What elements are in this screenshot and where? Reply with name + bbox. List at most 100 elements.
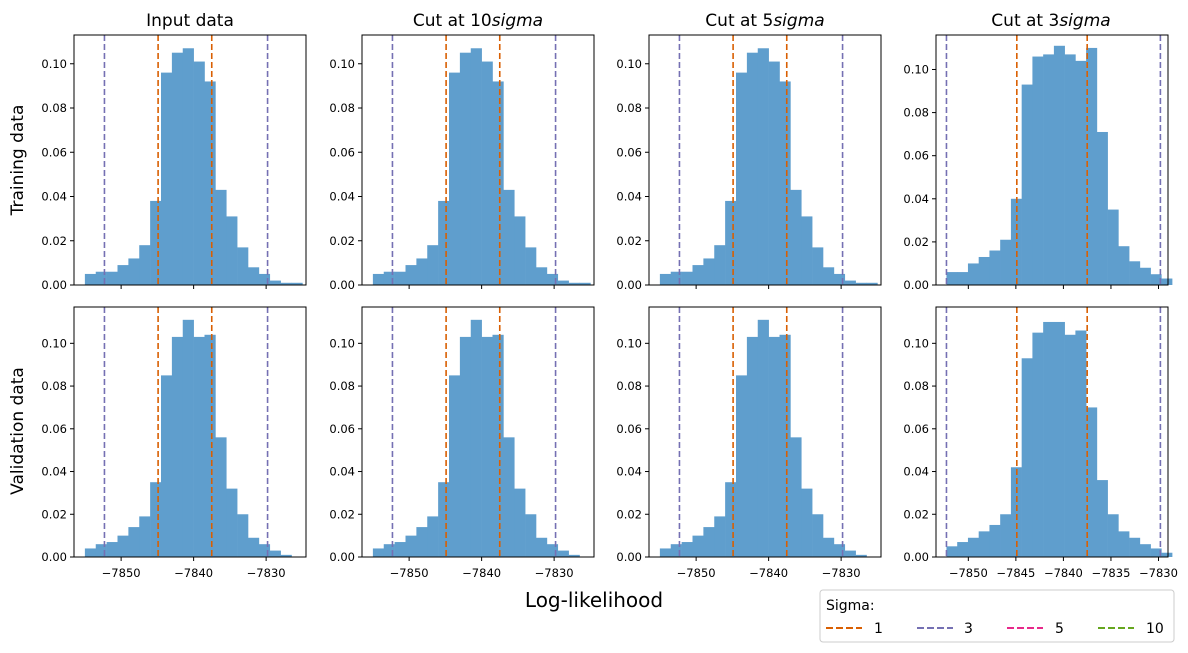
histogram-bar xyxy=(204,81,216,286)
x-tick-label: −7835 xyxy=(1091,566,1130,580)
histogram-bar xyxy=(215,189,227,285)
histogram-bar xyxy=(692,535,704,557)
legend-entry-5: 5 xyxy=(1007,621,1064,637)
histogram-bars xyxy=(659,319,867,557)
histogram-bar xyxy=(536,267,548,285)
histogram-bar xyxy=(237,247,249,285)
histogram-bar xyxy=(714,245,726,285)
histogram-bar xyxy=(557,550,569,557)
histogram-bar xyxy=(503,189,515,285)
histogram-bar xyxy=(95,544,107,557)
y-tick-label: 0.00 xyxy=(616,278,642,292)
histogram-bar xyxy=(1000,514,1012,557)
row-label-training: Training data xyxy=(8,105,28,217)
column-title-input: Input data xyxy=(146,11,234,31)
histogram-bar xyxy=(746,52,759,286)
histogram-bar xyxy=(1150,274,1162,285)
histogram-bars xyxy=(659,48,878,286)
histogram-bar xyxy=(703,258,715,285)
histogram-bar xyxy=(790,437,802,557)
histogram-bar xyxy=(1053,45,1065,285)
panel-validation-3: 0.000.020.040.060.080.10−7850 −7845 −7840−… xyxy=(903,306,1178,580)
y-tick-label: 0.06 xyxy=(903,149,929,163)
histogram-bar xyxy=(204,334,216,557)
y-tick-label: 0.10 xyxy=(903,62,929,76)
x-tick-label: −7840 xyxy=(174,566,213,580)
y-tick-label: 0.02 xyxy=(616,507,642,521)
histogram-bar xyxy=(1129,261,1141,285)
histogram-bar xyxy=(659,273,672,285)
column-title-cut-5sigma: Cut at 5sigma xyxy=(705,11,824,31)
histogram-bar xyxy=(725,200,737,285)
histogram-bar xyxy=(438,482,450,557)
histogram-bar xyxy=(394,542,406,557)
histogram-bar xyxy=(703,527,715,557)
histogram-bar xyxy=(757,319,769,557)
histogram-bar xyxy=(1161,552,1173,557)
histogram-bars xyxy=(372,319,580,557)
histogram-bar xyxy=(248,267,260,285)
legend-entry-1: 1 xyxy=(826,621,883,637)
histogram-bar xyxy=(692,265,704,285)
histogram-bar xyxy=(736,375,748,557)
y-tick-label: 0.10 xyxy=(329,336,355,350)
histogram-bar xyxy=(1096,480,1108,557)
legend-label-3: 3 xyxy=(964,621,973,637)
x-tick-label: −7840 xyxy=(1044,566,1083,580)
histogram-bar xyxy=(989,250,1001,285)
y-tick-label: 0.04 xyxy=(41,465,67,479)
x-tick-label: −7840 xyxy=(749,566,788,580)
y-tick-label: 0.02 xyxy=(329,234,355,248)
row-label-validation: Validation data xyxy=(8,367,28,495)
histogram-bar xyxy=(405,265,417,285)
histogram-bar xyxy=(855,282,867,285)
histogram-bar xyxy=(812,247,824,285)
histogram-bar xyxy=(957,272,969,285)
histogram-bar xyxy=(280,554,292,557)
histogram-bar xyxy=(481,336,493,557)
histogram-bar xyxy=(568,554,580,557)
histogram-bar xyxy=(139,245,151,285)
histogram-bar xyxy=(372,548,385,557)
histogram-bar xyxy=(536,537,548,557)
histogram-bar xyxy=(470,319,482,557)
y-tick-label: 0.00 xyxy=(903,278,929,292)
x-tick-label: −7850 xyxy=(949,566,988,580)
histogram-bar xyxy=(128,258,140,285)
panel-training-1: 0.00 0.02 0.04 0.06 0.08 0.10 xyxy=(329,34,595,292)
histogram-bars xyxy=(84,48,303,286)
y-tick-label: 0.00 xyxy=(329,278,355,292)
histogram-bar xyxy=(546,273,559,285)
histogram-bar xyxy=(844,550,856,557)
histogram-bar xyxy=(978,256,990,285)
y-tick-label: 0.00 xyxy=(616,550,642,564)
histogram-bar xyxy=(514,488,526,557)
y-tick-label: 0.08 xyxy=(329,379,355,393)
axes-frame xyxy=(648,34,882,286)
panel-training-2: 0.00 0.02 0.04 0.06 0.08 0.10 xyxy=(616,34,882,292)
y-tick-label: 0.06 xyxy=(329,145,355,159)
histogram-bar xyxy=(459,52,472,286)
y-tick-label: 0.00 xyxy=(41,550,67,564)
histogram-bar xyxy=(1139,544,1151,557)
histogram-bar xyxy=(779,334,791,557)
histogram-bar xyxy=(258,544,271,557)
histogram-bar xyxy=(681,542,693,557)
histogram-bar xyxy=(416,527,428,557)
histogram-bar xyxy=(470,48,482,285)
histogram-bar xyxy=(779,81,791,286)
y-tick-label: 0.02 xyxy=(903,507,929,521)
histogram-bar xyxy=(481,61,493,285)
histogram-bar xyxy=(139,516,151,557)
histogram-bar xyxy=(801,216,813,285)
histogram-bar xyxy=(1010,467,1022,557)
legend-frame xyxy=(819,589,1175,643)
histogram-bar xyxy=(525,247,537,285)
axes-frame xyxy=(73,34,307,286)
histogram-bar xyxy=(823,267,835,285)
histogram-bar xyxy=(725,482,737,557)
histogram-bar xyxy=(1118,246,1130,285)
histogram-bar xyxy=(1043,54,1055,286)
panel-validation-0: 0.00 0.02 0.04 0.06 0.08 0.10 −7850 −7840 −7830 xyxy=(41,306,307,580)
histogram-bars xyxy=(946,321,1173,557)
